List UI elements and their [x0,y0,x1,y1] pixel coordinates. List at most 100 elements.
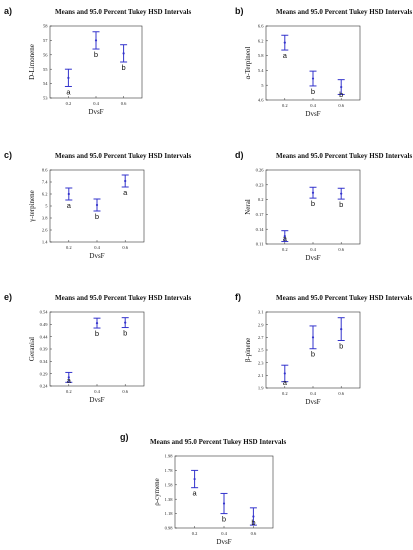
group-letter: b [339,200,343,209]
x-tick-label: 0.4 [93,101,99,106]
group-letter: a [123,188,128,197]
x-tick-label: 0.4 [310,391,316,396]
y-tick-label: 0.14 [256,227,265,232]
mean-point [95,203,99,207]
mean-point [222,502,226,505]
x-tick-label: 0.4 [310,247,316,252]
y-axis-label: β-pinene [244,338,252,363]
y-tick-label: 2.5 [258,348,264,353]
x-tick-label: 0.2 [192,531,198,536]
mean-point [95,322,99,325]
y-tick-label: 0.24 [40,384,49,389]
panel-label: f) [235,292,241,302]
y-tick-label: 1.78 [165,468,174,473]
y-tick-label: 6.6 [258,24,264,29]
y-tick-label: 2.3 [258,360,264,365]
x-axis-label: DvsF [89,396,104,404]
group-letter: a [283,51,288,60]
chart-title: Means and 95.0 Percent Tukey HSD Interva… [55,294,191,302]
chart-panel-b: b) Means and 95.0 Percent Tukey HSD Inter… [235,6,412,118]
y-axis-label: γ-terpinene [28,190,36,222]
panel-label: g) [120,432,129,442]
mean-point [122,52,125,55]
y-tick-label: 58 [43,24,48,29]
panel-label: d) [235,150,244,160]
panel-label: e) [4,292,12,302]
y-axis-label: α-Terpineol [244,47,252,80]
y-tick-label: 54 [43,81,48,86]
y-axis-label: ρ-cymene [153,478,161,506]
group-letter: a [193,489,198,498]
mean-point [311,336,315,339]
mean-point [283,372,286,375]
mean-point [340,192,343,195]
panel-label: b) [235,6,244,16]
mean-point [193,477,196,481]
mean-point [252,515,255,518]
chart-title: Means and 95.0 Percent Tukey HSD Interva… [150,438,286,446]
x-tick-label: 0.6 [338,247,344,252]
y-tick-label: 6.2 [258,38,264,43]
mean-point [283,235,286,238]
chart-title: Means and 95.0 Percent Tukey HSD Interva… [276,8,412,16]
mean-point [67,192,70,196]
mean-point [283,41,286,44]
group-letter: a [66,87,71,96]
y-tick-label: 55 [43,67,48,72]
group-letter: b [94,50,98,59]
y-tick-label: 0.11 [256,242,264,247]
y-tick-label: 6.2 [42,192,48,197]
group-letter: b [95,212,99,221]
y-tick-label: 0.23 [256,182,265,187]
y-tick-label: 5 [261,83,264,88]
y-tick-label: 8.6 [42,168,48,173]
y-tick-label: 0.44 [40,334,49,339]
mean-point [67,76,70,79]
chart-title: Means and 95.0 Percent Tukey HSD Interva… [55,8,191,16]
x-axis-label: DvsF [305,110,320,118]
chart-title: Means and 95.0 Percent Tukey HSD Interva… [276,294,412,302]
y-tick-label: 0.29 [40,371,49,376]
y-tick-label: 56 [43,52,48,57]
chart-panel-d: d) Means and 95.0 Percent Tukey HSD Inter… [235,150,412,262]
y-tick-label: 1.9 [258,386,264,391]
x-axis-label: DvsF [305,398,320,406]
x-axis-label: DvsF [88,108,103,116]
y-tick-label: 5 [45,204,48,209]
y-tick-label: 5.4 [258,68,264,73]
x-axis-label: DvsF [305,254,320,262]
y-tick-label: 3.1 [258,310,264,315]
x-tick-label: 0.4 [94,245,100,250]
y-tick-label: 0.17 [256,212,265,217]
chart-title: Means and 95.0 Percent Tukey HSD Interva… [276,152,412,160]
x-tick-label: 0.2 [282,247,288,252]
x-tick-label: 0.2 [282,391,288,396]
x-tick-label: 0.2 [282,103,288,108]
mean-point [340,85,343,89]
y-tick-label: 4.6 [258,98,264,103]
group-letter: b [311,199,315,208]
mean-point [67,376,70,379]
y-tick-label: 53 [43,96,48,101]
y-tick-label: 0.98 [165,526,174,531]
mean-point [311,191,315,194]
y-tick-label: 1.18 [165,511,174,516]
x-tick-label: 0.6 [122,245,128,250]
y-axis-label: Geranial [28,337,36,361]
y-tick-label: 2.7 [258,335,264,340]
y-tick-label: 2.6 [42,228,48,233]
x-tick-label: 0.6 [121,101,127,106]
chart-panel-c: c) Means and 95.0 Percent Tukey HSD Inter… [4,150,191,260]
chart-panel-f: f) Means and 95.0 Percent Tukey HSD Inter… [235,292,412,406]
y-tick-label: 0.26 [256,168,265,173]
group-letter: b [222,515,226,524]
x-axis-label: DvsF [216,538,231,546]
mean-point [311,77,315,80]
y-tick-label: 0.49 [40,322,49,327]
chart-panel-g: g) Means and 95.0 Percent Tukey HSD Inter… [120,432,286,546]
x-tick-label: 0.4 [221,531,227,536]
group-letter: a [67,376,72,385]
y-tick-label: 0.54 [40,310,49,315]
group-letter: b [311,87,315,96]
